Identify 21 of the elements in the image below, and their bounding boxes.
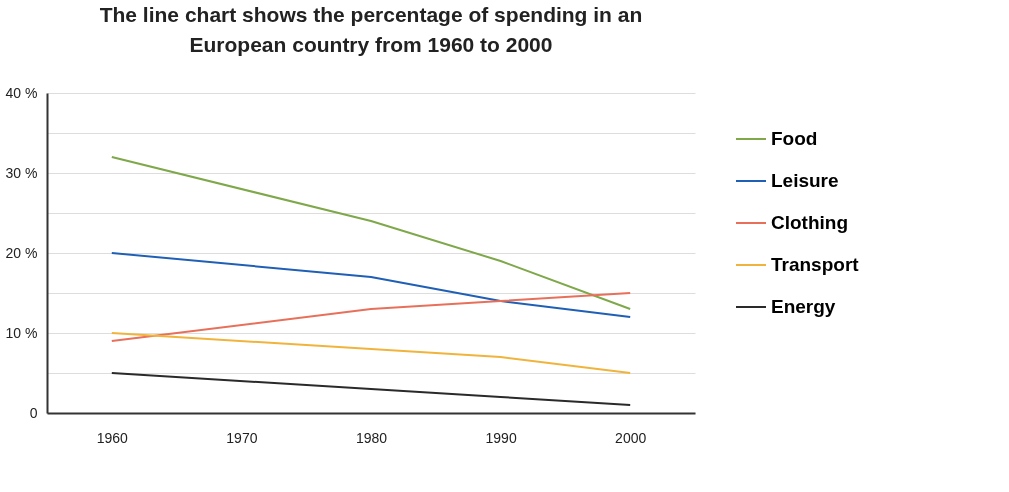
x-tick-label: 2000 [615, 429, 647, 446]
x-tick-label: 1980 [355, 429, 388, 446]
legend-label: Energy [771, 296, 836, 317]
line-series [110, 252, 632, 318]
line-series [110, 372, 632, 406]
y-tick-label: 20 % [5, 244, 38, 261]
legend-label: Clothing [771, 212, 849, 233]
y-tick-label: 30 % [5, 164, 38, 181]
line-series [110, 292, 632, 342]
chart-title: The line chart shows the percentage of spending in an European country from 1960 to 2000 [99, 3, 643, 56]
line-series [110, 156, 632, 310]
x-tick-label: 1960 [96, 429, 129, 446]
legend-label: Leisure [771, 170, 839, 191]
legend-label: Food [771, 128, 818, 149]
legend-label: Transport [771, 254, 860, 275]
line-series [110, 332, 632, 374]
x-tick-label: 1970 [226, 429, 258, 446]
y-tick-label: 0 [29, 404, 38, 421]
y-tick-label: 40 % [5, 84, 38, 101]
x-tick-label: 1990 [485, 429, 517, 446]
y-tick-label: 10 % [5, 324, 38, 341]
